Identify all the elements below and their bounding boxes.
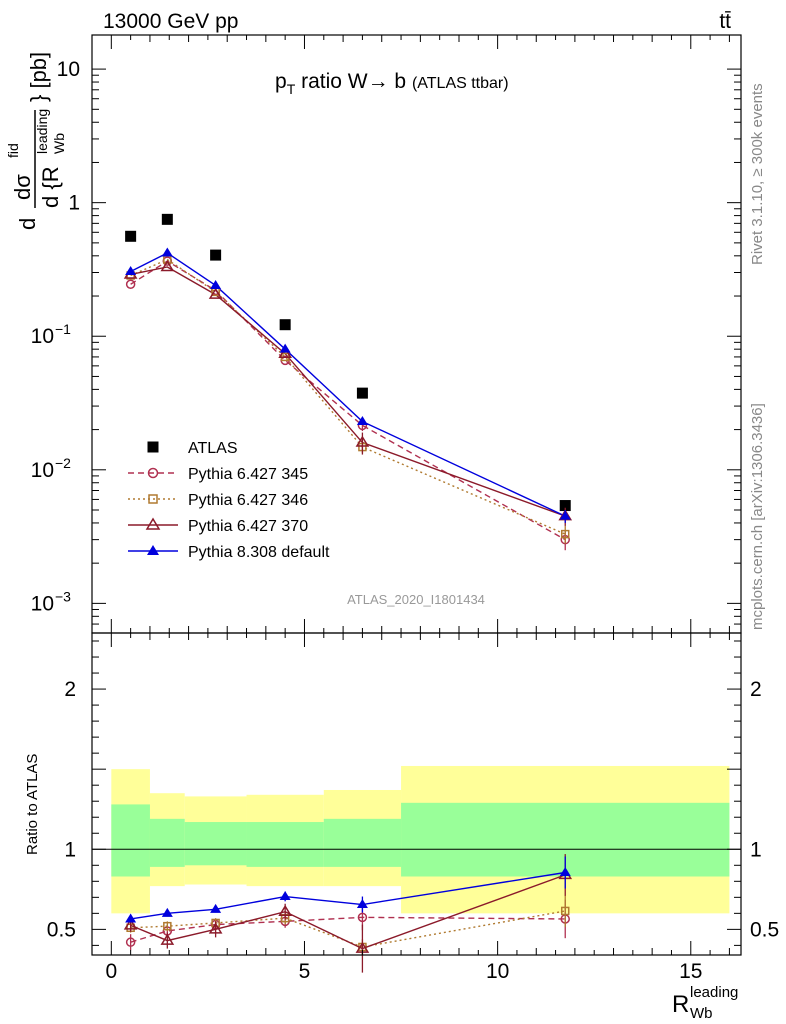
y-tick-label: 1 bbox=[68, 192, 80, 215]
data-point-pythia-6-427-370 bbox=[160, 260, 175, 272]
ratio-y-tick-label-right: 2 bbox=[750, 678, 762, 701]
mcplots-label: mcplots.cern.ch [arXiv:1306.3436] bbox=[749, 403, 766, 630]
ratio-point-pythia-8-308-default bbox=[210, 903, 222, 913]
data-point-pythia-8-308-default bbox=[279, 343, 291, 353]
ratio-panel: 0 5 10 15 0.5 0.5 1 1 2 2 bbox=[47, 632, 779, 983]
legend-marker-pythia-8-308-default bbox=[147, 545, 159, 555]
main-y-axis-label: d dσ fid d {R leading Wb } [pb] bbox=[5, 52, 67, 230]
ratio-point-pythia-8-308-default bbox=[279, 891, 291, 901]
legend-label-pythia-6-427-370: Pythia 6.427 370 bbox=[188, 518, 308, 535]
ratio-point-pythia-6-427-370 bbox=[278, 904, 292, 916]
ratio-point-pythia-6-427-370 bbox=[160, 933, 175, 945]
data-point-pythia-8-308-default bbox=[161, 247, 173, 257]
header-right: tt̄ bbox=[719, 10, 731, 33]
ratio-point-pythia-6-427-370 bbox=[123, 918, 138, 930]
header-left: 13000 GeV pp bbox=[103, 10, 238, 33]
ratio-y-tick-label-left: 0.5 bbox=[47, 918, 76, 941]
legend-marker-pythia-6-427-345 bbox=[147, 467, 159, 479]
svg-text:leading: leading bbox=[690, 984, 738, 1001]
svg-text:R: R bbox=[672, 991, 689, 1018]
y-tick-label: 10 bbox=[31, 592, 54, 615]
y-tick-label: 10 bbox=[31, 325, 54, 348]
ratio-point-pythia-8-308-default bbox=[125, 913, 137, 923]
ratio-band-green-4 bbox=[323, 818, 402, 867]
data-point-pythia-6-427-370 bbox=[278, 346, 292, 358]
y-tick-label-exponent: −1 bbox=[55, 321, 71, 337]
x-tick-label: 0 bbox=[105, 960, 117, 983]
ratio-point-pythia-6-427-345 bbox=[125, 937, 136, 947]
ratio-band-green-2 bbox=[184, 822, 247, 866]
svg-text:d {R: d {R bbox=[38, 166, 63, 208]
ratio-band-green-1 bbox=[149, 818, 185, 867]
analysis-watermark: ATLAS_2020_I1801434 bbox=[347, 592, 485, 607]
y-tick-label-base: 10 bbox=[31, 459, 54, 482]
y-tick-label-exponent: −2 bbox=[55, 455, 71, 471]
svg-text:d: d bbox=[15, 218, 40, 230]
y-tick-label-exponent: −3 bbox=[55, 588, 71, 604]
data-point-pythia-8-308-default bbox=[210, 279, 222, 289]
ratio-y-tick-label-right: 0.5 bbox=[750, 918, 779, 941]
legend-label-pythia-8-308-default: Pythia 8.308 default bbox=[188, 544, 330, 561]
legend-marker-pythia-6-427-370 bbox=[145, 517, 161, 530]
y-tick-label: 10 bbox=[57, 58, 80, 81]
x-tick-label: 5 bbox=[299, 960, 311, 983]
x-tick-label: 15 bbox=[679, 960, 702, 983]
svg-text:fid: fid bbox=[5, 143, 21, 158]
plot-title: pT ratio W→ b (ATLAS ttbar) bbox=[275, 70, 509, 97]
ratio-point-pythia-6-427-346 bbox=[163, 921, 172, 931]
ratio-frame bbox=[91, 632, 742, 956]
ratio-y-tick-label-right: 1 bbox=[750, 838, 762, 861]
data-point-pythia-6-427-345 bbox=[125, 279, 136, 290]
data-point-pythia-8-308-default bbox=[125, 266, 137, 276]
x-axis-label: R leading Wb bbox=[672, 984, 738, 1022]
ratio-band-green-0 bbox=[111, 804, 150, 877]
svg-text:Wb: Wb bbox=[690, 1005, 713, 1022]
legend-label-pythia-6-427-345: Pythia 6.427 345 bbox=[188, 466, 308, 483]
data-point-atlas bbox=[279, 319, 291, 331]
ratio-point-pythia-8-308-default bbox=[559, 866, 571, 876]
series-line-pythia-6-427-370 bbox=[130, 266, 566, 517]
data-point-atlas bbox=[559, 500, 571, 512]
data-point-atlas bbox=[161, 213, 173, 225]
data-point-pythia-6-427-346 bbox=[560, 529, 570, 539]
y-tick-label-base: 10 bbox=[31, 325, 54, 348]
series-line-pythia-8-308-default bbox=[130, 252, 566, 517]
rivet-label: Rivet 3.1.10, ≥ 300k events bbox=[749, 83, 766, 265]
data-point-pythia-6-427-370 bbox=[208, 287, 223, 299]
legend-marker-pythia-6-427-346 bbox=[148, 494, 158, 504]
x-tick-label: 10 bbox=[486, 960, 509, 983]
legend-label-atlas: ATLAS bbox=[188, 440, 238, 457]
ratio-point-pythia-6-427-345 bbox=[357, 912, 368, 923]
ratio-point-pythia-8-308-default bbox=[161, 907, 173, 917]
data-point-atlas bbox=[210, 249, 222, 261]
svg-text:} [pb]: } [pb] bbox=[26, 52, 51, 102]
legend-label-pythia-6-427-346: Pythia 6.427 346 bbox=[188, 492, 308, 509]
ratio-y-tick-label-left: 1 bbox=[64, 838, 76, 861]
ratio-line-pythia-6-427-370 bbox=[130, 874, 566, 950]
svg-text:dσ: dσ bbox=[10, 174, 35, 200]
ratio-point-pythia-8-308-default bbox=[356, 899, 368, 909]
ratio-point-pythia-6-427-370 bbox=[208, 922, 223, 934]
svg-text:Wb: Wb bbox=[51, 133, 67, 154]
ratio-line-pythia-8-308-default bbox=[130, 871, 566, 920]
ratio-band-green-3 bbox=[246, 822, 324, 867]
data-point-pythia-6-427-370 bbox=[355, 435, 370, 447]
svg-text:leading: leading bbox=[34, 109, 50, 154]
ratio-y-axis-label: Ratio to ATLAS bbox=[24, 754, 41, 855]
y-tick-label: 10 bbox=[31, 459, 54, 482]
ratio-line-pythia-6-427-345 bbox=[130, 916, 566, 943]
ratio-line-pythia-6-427-346 bbox=[130, 910, 566, 948]
legend-marker-atlas bbox=[147, 441, 159, 453]
ratio-point-pythia-6-427-346 bbox=[560, 906, 570, 916]
data-point-atlas bbox=[356, 387, 368, 399]
ratio-y-tick-label-left: 2 bbox=[64, 678, 76, 701]
data-point-pythia-8-308-default bbox=[559, 510, 571, 520]
data-point-atlas bbox=[125, 230, 137, 242]
legend: ATLAS Pythia 6.427 345 Pythia 6.427 346 Pyt… bbox=[128, 440, 330, 561]
y-tick-label-base: 10 bbox=[31, 592, 54, 615]
data-point-pythia-8-308-default bbox=[356, 415, 368, 425]
